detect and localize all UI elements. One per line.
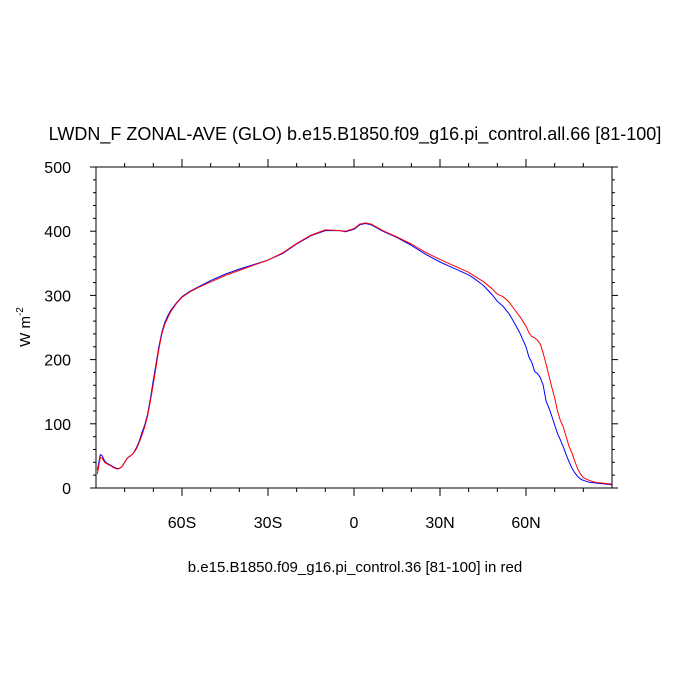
chart-title: LWDN_F ZONAL-AVE (GLO) b.e15.B1850.f09_g… — [49, 124, 662, 145]
x-tick-label: 30N — [425, 515, 454, 532]
series-layer — [96, 222, 613, 486]
y-axis-label-text: W m-2 — [15, 307, 34, 347]
series-line-2 — [96, 222, 613, 485]
y-tick-label: 100 — [44, 417, 71, 434]
y-tick-label: 300 — [44, 288, 71, 305]
chart-caption: b.e15.B1850.f09_g16.pi_control.36 [81-10… — [188, 559, 522, 576]
y-axis-unit-exponent: -2 — [15, 307, 26, 316]
axes-layer: 0 100 200 300 400 500 60S 30S 0 30N 60N — [44, 159, 618, 532]
plot-frame — [95, 166, 613, 489]
y-tick-label: 0 — [62, 481, 71, 498]
x-tick-label: 30S — [254, 515, 282, 532]
y-tick-label: 200 — [44, 353, 71, 370]
series-line-1 — [96, 223, 613, 486]
y-axis-unit: W m — [17, 316, 34, 347]
x-tick-label: 60S — [168, 515, 196, 532]
x-tick-label: 0 — [350, 515, 359, 532]
y-axis-label: W m-2 — [15, 307, 34, 347]
x-tick-label: 60N — [511, 515, 540, 532]
y-tick-label: 400 — [44, 224, 71, 241]
y-tick-label: 500 — [44, 160, 71, 177]
